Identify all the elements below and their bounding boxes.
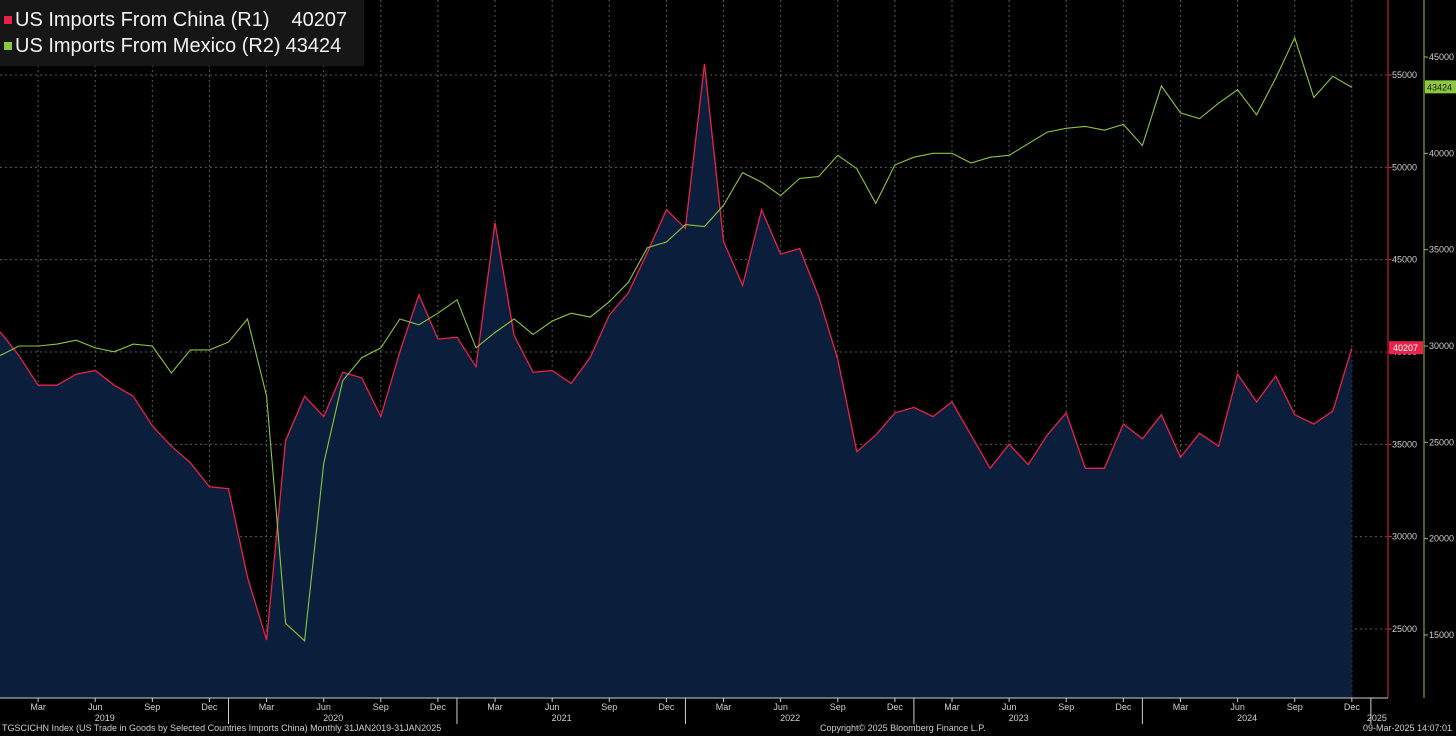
x-year-label: 2020 <box>323 713 343 723</box>
r1-tick-label: 50000 <box>1392 162 1417 172</box>
x-year-label: 2023 <box>1009 713 1029 723</box>
x-tick-label: Sep <box>144 702 160 712</box>
x-year-label: 2021 <box>552 713 572 723</box>
x-tick-label: Mar <box>30 702 46 712</box>
x-tick-label: Mar <box>259 702 275 712</box>
legend-swatch-china <box>4 16 12 24</box>
legend-label-china: US Imports From China (R1) <box>15 8 270 31</box>
mexico-last-value-text: 43424 <box>1427 82 1452 92</box>
r1-tick-label: 30000 <box>1392 532 1417 542</box>
chart-footer: TGSCICHN Index (US Trade in Goods by Sel… <box>0 722 1456 736</box>
x-tick-label: Dec <box>887 702 904 712</box>
china-last-value-text: 40207 <box>1393 343 1418 353</box>
r2-tick-label: 25000 <box>1429 437 1454 447</box>
x-tick-label: Dec <box>430 702 447 712</box>
x-tick-label: Dec <box>1344 702 1361 712</box>
legend-value-mexico: 43424 <box>285 34 342 57</box>
r2-tick-label: 45000 <box>1429 52 1454 62</box>
x-tick-label: Mar <box>944 702 960 712</box>
footer-source: TGSCICHN Index (US Trade in Goods by Sel… <box>2 723 442 733</box>
x-tick-label: Dec <box>201 702 218 712</box>
r2-tick-label: 35000 <box>1429 245 1454 255</box>
r2-tick-label: 30000 <box>1429 341 1454 351</box>
r1-tick-label: 45000 <box>1392 255 1417 265</box>
x-year-label: 2022 <box>780 713 800 723</box>
x-tick-label: Mar <box>1173 702 1189 712</box>
x-tick-label: Jun <box>1230 702 1245 712</box>
x-tick-label: Jun <box>88 702 103 712</box>
legend-swatch-mexico <box>4 42 12 50</box>
x-year-label: 2019 <box>95 713 115 723</box>
x-tick-label: Mar <box>487 702 503 712</box>
footer-copyright: Copyright© 2025 Bloomberg Finance L.P. <box>820 723 986 733</box>
china-series-line <box>0 63 1353 641</box>
r2-tick-label: 20000 <box>1429 534 1454 544</box>
legend-label-mexico: US Imports From Mexico (R2) <box>15 34 281 57</box>
china-last-value-tag <box>1389 341 1423 355</box>
legend-item-china: US Imports From China (R1) 40207 <box>4 7 364 33</box>
x-tick-label: Jun <box>316 702 331 712</box>
legend-item-mexico: US Imports From Mexico (R2) 43424 <box>4 33 364 59</box>
x-tick-label: Jun <box>773 702 788 712</box>
r2-tick-label: 15000 <box>1429 630 1454 640</box>
footer-timestamp: 09-Mar-2025 14:07:01 <box>1362 723 1452 733</box>
x-tick-label: Jun <box>545 702 560 712</box>
chart-legend: US Imports From China (R1) 40207 US Impo… <box>0 0 364 66</box>
x-tick-label: Sep <box>601 702 617 712</box>
x-tick-label: Jun <box>1002 702 1017 712</box>
mexico-last-value-tag <box>1425 80 1456 94</box>
r1-tick-label: 25000 <box>1392 624 1417 634</box>
mexico-series-line <box>0 36 1353 642</box>
legend-value-china: 40207 <box>291 8 348 31</box>
x-tick-label: Sep <box>373 702 389 712</box>
x-tick-label: Dec <box>658 702 675 712</box>
r2-tick-label: 40000 <box>1429 148 1454 158</box>
x-year-label: 2025 <box>1367 713 1387 723</box>
x-tick-label: Sep <box>1287 702 1303 712</box>
r1-tick-label: 35000 <box>1392 439 1417 449</box>
x-tick-label: Sep <box>1058 702 1074 712</box>
x-tick-label: Sep <box>830 702 846 712</box>
x-tick-label: Dec <box>1115 702 1132 712</box>
r1-tick-label: 55000 <box>1392 70 1417 80</box>
china-area <box>0 63 1352 698</box>
x-year-label: 2024 <box>1237 713 1257 723</box>
x-tick-label: Mar <box>716 702 732 712</box>
